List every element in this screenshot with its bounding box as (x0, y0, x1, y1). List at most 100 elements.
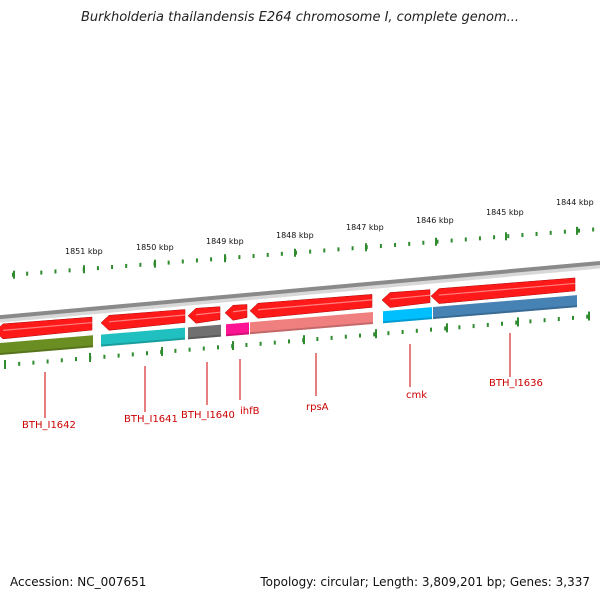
reverse-gene-block (188, 324, 221, 340)
forward-gene-highlight (389, 294, 431, 300)
kbp-tick-label: 1849 kbp (206, 237, 244, 246)
outer-tick-minor (337, 247, 340, 252)
inner-tick-minor (316, 337, 319, 342)
inner-tick-minor (373, 332, 376, 337)
inner-tick-minor (188, 347, 191, 352)
outer-tick-minor (549, 230, 552, 235)
kbp-tick-label: 1851 kbp (65, 247, 103, 256)
reverse-gene-block (250, 312, 373, 335)
outer-tick-minor (280, 251, 283, 256)
outer-tick-minor (478, 236, 481, 241)
inner-tick-minor (174, 348, 177, 353)
forward-gene-highlight (2, 321, 93, 332)
inner-tick-minor (472, 324, 475, 329)
reverse-gene-shade (382, 317, 433, 324)
outer-tick-minor (181, 259, 184, 264)
reverse-gene-block (226, 322, 249, 337)
inner-tick-minor (444, 326, 447, 331)
forward-gene-arrow (249, 294, 373, 319)
outer-tick-marks (12, 226, 595, 279)
kbp-tick-label: 1848 kbp (276, 231, 314, 240)
inner-tick-minor (515, 320, 518, 325)
kbp-tick-label: 1850 kbp (136, 243, 174, 252)
inner-tick-minor (117, 353, 120, 358)
gene-label: BTH_I1640 (181, 410, 235, 421)
outer-tick-minor (450, 238, 453, 243)
accession-text: Accession: NC_007651 (10, 575, 147, 589)
gene-label: ihfB (240, 406, 260, 417)
outer-tick-major (83, 265, 85, 274)
outer-tick-minor (563, 229, 566, 234)
reverse-gene-shade (187, 334, 222, 340)
inner-tick-minor (557, 317, 560, 322)
outer-tick-minor (26, 271, 29, 276)
outer-tick-minor (436, 239, 439, 244)
inner-tick-major (4, 360, 6, 369)
reverse-gene-block (0, 335, 93, 355)
gene-label: BTH_I1641 (124, 414, 178, 425)
forward-gene-highlight (257, 299, 373, 311)
outer-tick-minor (54, 269, 57, 274)
inner-tick-minor (131, 352, 134, 357)
backbone-shadow (0, 263, 600, 323)
inner-tick-minor (32, 360, 35, 365)
outer-tick-minor (40, 270, 43, 275)
inner-tick-minor (501, 321, 503, 326)
inner-tick-minor (415, 328, 418, 333)
kbp-tick-label: 1847 kbp (346, 223, 384, 232)
chromosome-backbone (0, 261, 600, 323)
kbp-tick-label: 1846 kbp (416, 216, 454, 225)
inner-tick-minor (103, 354, 106, 359)
forward-gene-arrow (187, 306, 221, 324)
forward-gene-arrow (0, 316, 93, 340)
outer-tick-minor (592, 227, 595, 232)
kbp-tick-label: 1844 kbp (556, 198, 594, 207)
outer-tick-major (13, 270, 15, 279)
inner-tick-minor (344, 334, 347, 339)
forward-strand-genes (0, 277, 576, 340)
inner-tick-minor (18, 361, 21, 366)
inner-tick-minor (245, 342, 248, 347)
inner-tick-major (588, 311, 590, 321)
inner-tick-minor (75, 357, 77, 362)
outer-tick-major (505, 232, 507, 241)
outer-tick-minor (252, 254, 255, 259)
inner-tick-minor (529, 319, 532, 324)
gene-label: rpsA (306, 402, 329, 413)
inner-tick-minor (217, 345, 219, 350)
outer-tick-minor (139, 262, 142, 267)
gene-label: BTH_I1642 (22, 420, 76, 431)
outer-tick-minor (578, 228, 580, 233)
outer-tick-minor (521, 233, 524, 238)
reverse-gene-block (383, 307, 432, 324)
outer-tick-minor (238, 255, 241, 260)
forward-gene-highlight (438, 282, 576, 296)
outer-tick-minor (195, 258, 198, 263)
inner-tick-marks (4, 311, 590, 369)
outer-tick-minor (351, 246, 354, 251)
outer-tick-minor (266, 252, 269, 257)
outer-tick-minor (125, 263, 128, 268)
inner-tick-major (89, 352, 91, 362)
outer-tick-major (224, 254, 226, 263)
inner-tick-minor (202, 346, 205, 351)
outer-tick-minor (408, 241, 411, 246)
gene-label: cmk (406, 390, 427, 401)
gene-label: BTH_I1636 (489, 378, 543, 389)
outer-tick-major (576, 226, 578, 235)
reverse-strand-genes (0, 295, 578, 356)
inner-tick-minor (359, 333, 361, 338)
reverse-gene-shade (0, 345, 94, 356)
inner-tick-minor (273, 340, 276, 345)
inner-tick-minor (543, 318, 546, 323)
forward-gene-highlight (108, 314, 186, 323)
reverse-gene-shade (249, 322, 374, 335)
forward-gene-highlight (195, 311, 221, 316)
outer-tick-minor (68, 268, 71, 273)
outer-tick-minor (309, 249, 312, 254)
outer-tick-minor (379, 244, 382, 249)
outer-tick-minor (96, 266, 99, 271)
outer-tick-major (294, 248, 296, 257)
